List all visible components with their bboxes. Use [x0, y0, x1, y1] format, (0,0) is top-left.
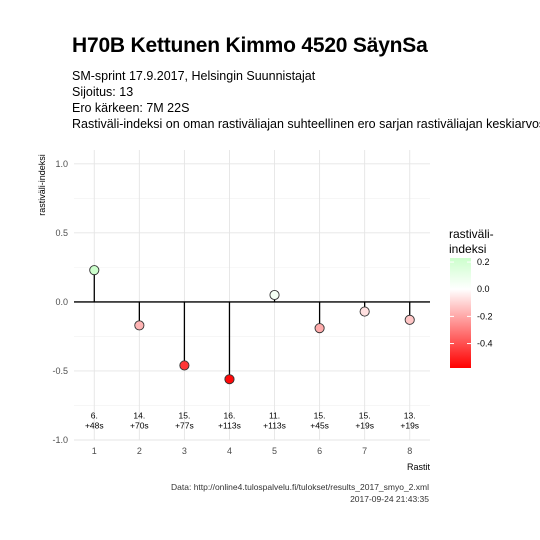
x-tick-label: 5 [272, 446, 277, 456]
point-label-rank: 16. [224, 410, 236, 420]
legend-title-line: rastiväli- [449, 227, 494, 241]
y-tick-label: -0.5 [52, 366, 68, 376]
point-label-rank: 13. [404, 410, 416, 420]
subtitle-line-event: SM-sprint 17.9.2017, Helsingin Suunnista… [72, 69, 316, 83]
lollipop-point [89, 265, 100, 276]
lollipop-point [404, 314, 415, 325]
data-source-caption: Data: http://online4.tulospalvelu.fi/tul… [171, 481, 429, 505]
point-label-time: +113s [218, 420, 241, 430]
lollipop-point [224, 374, 235, 385]
legend-tick-label: 0.0 [477, 284, 490, 294]
x-tick-label: 8 [407, 446, 412, 456]
point-label-time: +19s [355, 420, 374, 430]
legend-tick-label: -0.4 [477, 339, 493, 349]
lollipop-point [179, 360, 190, 371]
caption-source: Data: http://online4.tulospalvelu.fi/tul… [171, 482, 429, 492]
legend-tick-label: -0.2 [477, 311, 493, 321]
legend-tick-label: 0.2 [477, 257, 490, 267]
point-label-time: +19s [400, 420, 419, 430]
lollipop-point [269, 289, 280, 301]
point-label-rank: 6. [91, 410, 98, 420]
y-axis-title: rastiväli-indeksi [37, 154, 47, 216]
lollipop-point [314, 323, 325, 334]
point-label-time: +70s [130, 420, 149, 430]
x-tick-label: 3 [182, 446, 187, 456]
subtitle-line-placing: Sijoitus: 13 [72, 85, 134, 99]
legend-title-line: indeksi [449, 242, 486, 256]
y-tick-label: 0.0 [55, 297, 68, 307]
point-label-rank: 14. [133, 410, 145, 420]
point-label-rank: 15. [359, 410, 371, 420]
subtitle-line-gap: Ero kärkeen: 7M 22S [72, 101, 190, 115]
x-tick-label: 2 [137, 446, 142, 456]
chart-subtitle: SM-sprint 17.9.2017, Helsingin Suunnista… [72, 68, 540, 132]
x-tick-label: 4 [227, 446, 232, 456]
point-label-time: +45s [310, 420, 329, 430]
point-label-time: +48s [85, 420, 104, 430]
gridlines [74, 150, 430, 441]
y-tick-label: 1.0 [55, 159, 68, 169]
point-label-rank: 11. [269, 410, 280, 420]
x-axis-title: Rastit [407, 462, 431, 472]
y-tick-label: 0.5 [55, 228, 68, 238]
subtitle-line-description: Rastiväli-indeksi on oman rastiväliajan … [72, 117, 540, 131]
caption-timestamp: 2017-09-24 21:43:35 [350, 494, 429, 504]
lollipop-point [359, 306, 370, 317]
legend-colorbar [450, 258, 471, 368]
point-label-rank: 15. [178, 410, 190, 420]
x-tick-label: 1 [92, 446, 97, 456]
chart-title: H70B Kettunen Kimmo 4520 SäynSa [72, 34, 428, 57]
x-tick-label: 6 [317, 446, 322, 456]
x-tick-label: 7 [362, 446, 367, 456]
y-tick-label: -1.0 [52, 435, 68, 445]
lollipop-point [134, 320, 145, 331]
point-label-rank: 15. [314, 410, 326, 420]
point-label-time: +113s [263, 420, 286, 430]
point-label-time: +77s [175, 420, 194, 430]
